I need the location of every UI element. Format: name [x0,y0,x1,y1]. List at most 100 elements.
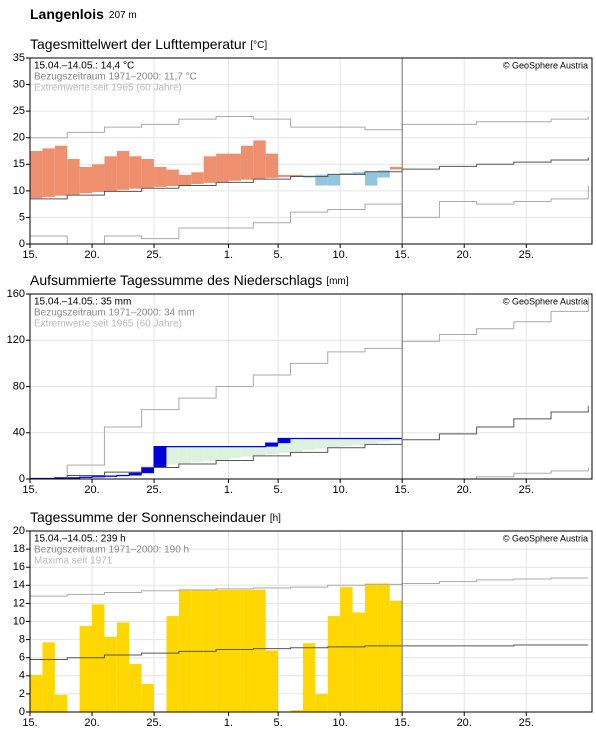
y-tick-label: 10 [13,615,25,627]
y-tick-label: 15 [13,158,25,170]
x-tick-label: 15. [22,717,37,729]
bar [216,589,229,712]
x-tick-label: 25. [146,249,161,261]
day-bar [265,153,279,178]
y-tick-label: 120 [7,334,25,346]
day-bar [364,171,378,186]
x-tick-label: 20. [84,717,99,729]
bar [240,589,254,712]
y-tick-label: 10 [13,185,25,197]
bar [340,587,353,712]
surplus-area [253,446,266,456]
surplus-area [302,438,316,451]
bar [129,664,142,712]
plot-frame [29,293,593,480]
surplus-area [240,446,254,457]
day-bar [116,151,130,190]
surplus-area [364,438,378,444]
bar [116,622,130,712]
x-tick-label: 20. [84,484,99,496]
mean-line [30,406,589,480]
bar [166,616,179,712]
annotation: Bezugszeitraum 1971–2000: 11,7 °C [34,72,197,83]
x-tick-label: 20. [457,717,472,729]
max-line [30,577,589,597]
copyright: © GeoSphere Austria [503,533,588,543]
bar [265,650,279,712]
y-tick-label: 6 [19,652,25,664]
surplus-area [228,446,241,459]
mean-line [30,157,589,200]
x-tick-label: 10. [333,249,348,261]
max-line [30,297,589,480]
surplus-area [191,446,204,463]
unit: [°C] [250,40,267,51]
min-line [30,467,589,480]
surplus-area [203,446,217,462]
x-tick-label: 25. [146,484,161,496]
bar [302,643,316,712]
annotation: Bezugszeitraum 1971–2000: 190 h [34,545,189,556]
day-bar [315,174,328,186]
y-tick-label: 0 [19,706,25,718]
surplus-area [315,438,328,449]
day-bar [166,169,179,186]
annotation: Extremwerte seit 1965 (60 Jahre) [34,83,182,94]
x-tick-label: 25. [146,717,161,729]
day-bar [216,153,229,182]
day-bar [253,140,266,179]
day-bar [278,174,291,177]
y-tick-label: 16 [13,561,25,573]
day-bar [389,166,403,170]
mean-line [30,644,589,661]
bar [327,616,341,712]
y-tick-label: 5 [19,211,25,223]
x-tick-label: 15. [395,249,410,261]
y-tick-label: 2 [19,688,25,700]
cumulative-line [30,437,403,480]
x-tick-label: 1. [224,249,233,261]
day-bar [79,166,93,194]
surplus-area [216,446,229,460]
surplus-area [340,438,353,447]
x-tick-label: 15. [395,717,410,729]
x-tick-label: 10. [333,717,348,729]
y-tick-label: 20 [13,132,25,144]
x-tick-label: 1. [224,717,233,729]
annotation: Bezugszeitraum 1971–2000: 34 mm [34,308,195,319]
x-tick-label: 25. [519,484,534,496]
x-tick-label: 15. [22,249,37,261]
copyright: © GeoSphere Austria [503,60,588,70]
panel-title: Aufsummierte Tagessumme des Niederschlag… [30,272,349,288]
annotation: 15.04.–14.05.: 35 mm [34,297,131,308]
x-tick-label: 5. [274,717,283,729]
annotation: Extremwerte seit 1965 (60 Jahre) [34,319,182,330]
day-bar [228,153,241,181]
y-tick-label: 0 [19,473,25,485]
bar [228,589,241,712]
title: Tagessumme der Sonnenscheindauer [30,509,266,525]
daily-increment [141,467,155,474]
title: Tagesmittelwert der Lufttemperatur [30,36,247,52]
y-tick-label: 0 [19,238,25,250]
station: Langenlois [30,6,104,22]
daily-increment [154,446,167,468]
bar [30,674,43,712]
altitude: 207 m [109,10,137,21]
day-bar [240,145,254,180]
bar [54,694,68,712]
day-bar [154,166,167,187]
x-tick-label: 20. [457,249,472,261]
day-bar [178,174,192,186]
x-tick-label: 15. [22,484,37,496]
max-line [30,115,589,139]
y-tick-label: 20 [13,525,25,537]
x-tick-label: 5. [274,484,283,496]
x-tick-label: 25. [519,249,534,261]
y-tick-label: 35 [13,52,25,64]
bar [104,636,117,712]
day-bar [377,170,390,178]
daily-increment [265,443,279,447]
y-tick-label: 30 [13,78,25,90]
